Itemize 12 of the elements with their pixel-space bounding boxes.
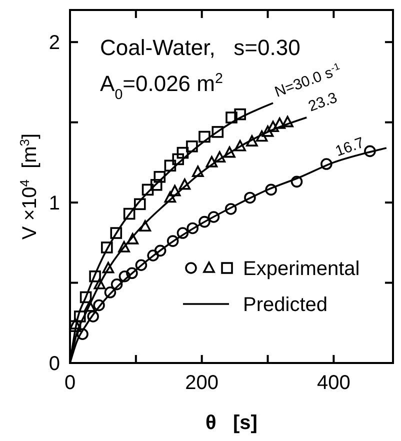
legend-label: Predicted [243, 294, 328, 316]
y-tick-label: 0 [48, 353, 60, 375]
annotation: Coal-Water, s=0.30 [100, 35, 300, 60]
legend-label: Experimental [243, 258, 360, 280]
x-tick-label: 200 [185, 372, 219, 394]
x-axis-title: θ [s] [206, 412, 258, 434]
annotation: 16.7 [333, 134, 366, 160]
annotation: A$_{0}$=0.026 m$^{2}$ [100, 71, 223, 103]
x-tick-label: 0 [64, 372, 76, 394]
y-tick-label: 1 [48, 192, 60, 215]
y-tick-label: 2 [48, 32, 60, 54]
x-tick-label: 400 [316, 372, 350, 394]
